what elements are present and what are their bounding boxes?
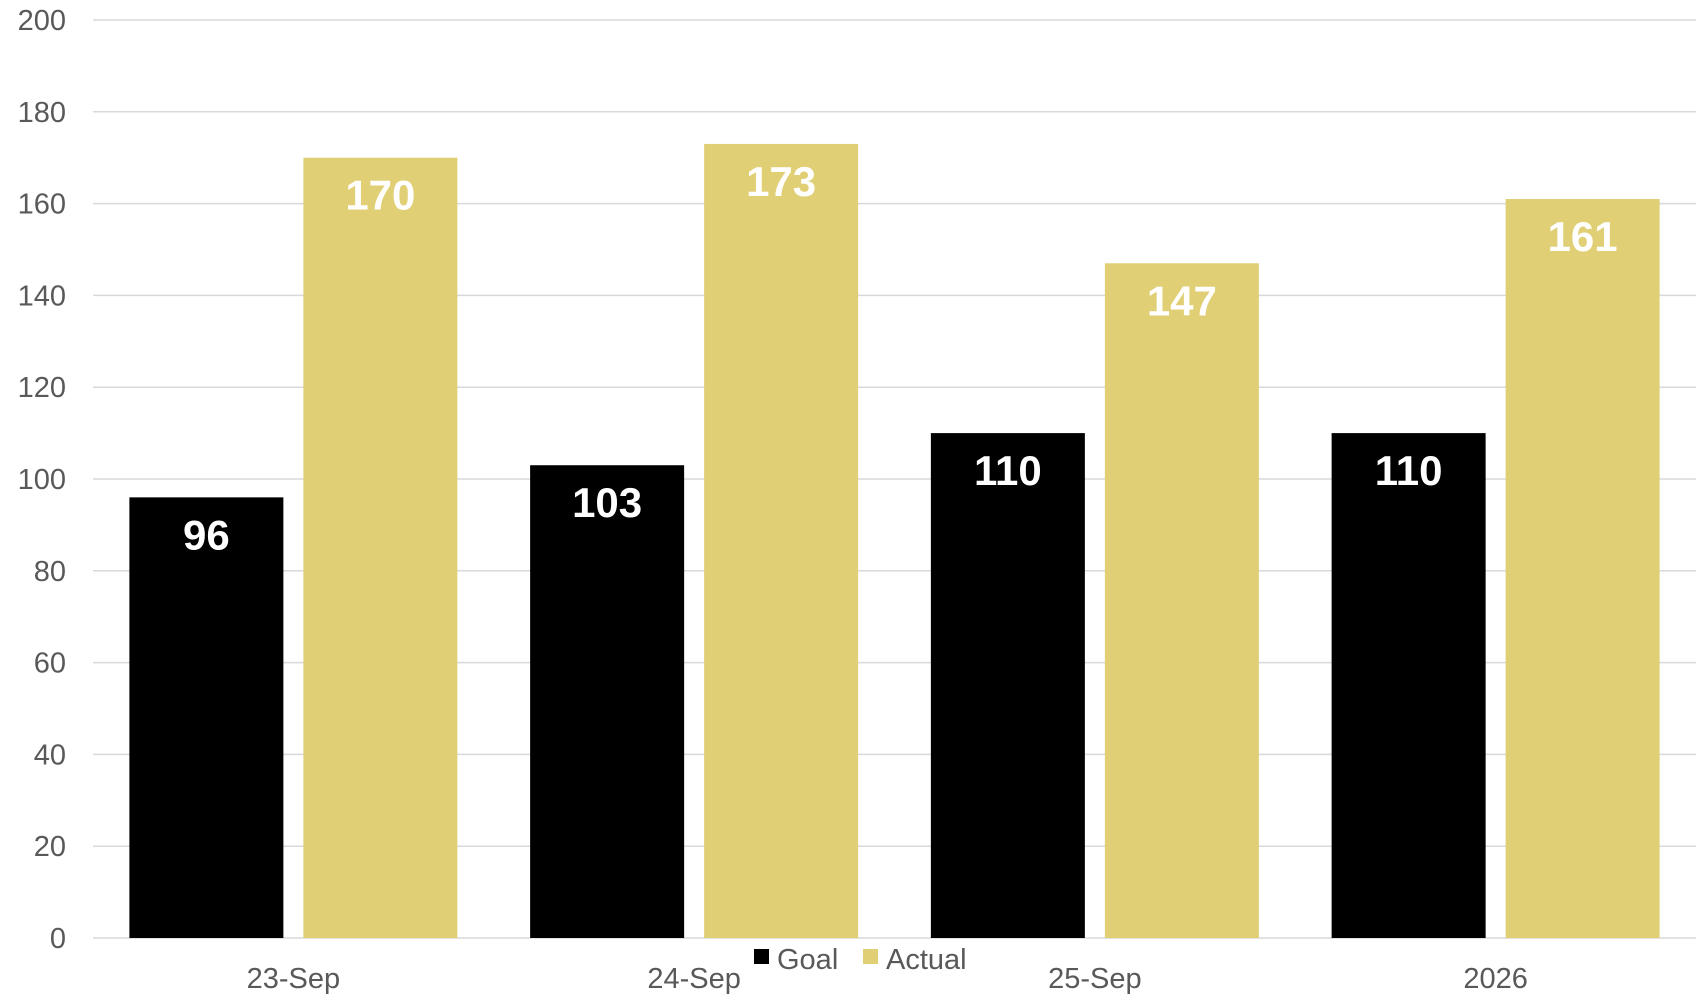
bar-actual-0 (303, 158, 457, 938)
data-label: 170 (345, 172, 415, 219)
data-label: 161 (1548, 213, 1618, 260)
bar-goal-3 (1332, 433, 1486, 938)
bar-goal-2 (931, 433, 1085, 938)
legend: Goal Actual (754, 944, 967, 976)
x-tick-label: 23-Sep (247, 963, 341, 995)
data-label: 110 (1375, 447, 1443, 494)
y-tick-label: 60 (34, 648, 66, 680)
bar-actual-3 (1506, 199, 1660, 938)
data-label: 96 (183, 511, 230, 558)
y-tick-label: 140 (18, 280, 66, 312)
data-label: 110 (974, 447, 1042, 494)
y-tick-label: 180 (18, 97, 66, 129)
x-tick-label: 2026 (1463, 963, 1528, 995)
y-tick-label: 120 (18, 372, 66, 404)
y-tick-label: 80 (34, 556, 66, 588)
legend-swatch-goal (754, 949, 769, 964)
y-tick-label: 100 (18, 464, 66, 496)
y-tick-label: 160 (18, 189, 66, 221)
y-tick-label: 40 (34, 739, 66, 771)
bar-actual-1 (704, 144, 858, 938)
legend-label-goal: Goal (777, 944, 838, 976)
bar-goal-0 (129, 497, 283, 938)
x-tick-label: 25-Sep (1048, 963, 1142, 995)
y-tick-label: 20 (34, 831, 66, 863)
data-label: 147 (1147, 277, 1217, 324)
data-label: 103 (572, 479, 642, 526)
y-tick-label: 0 (50, 923, 66, 955)
bar-goal-1 (530, 465, 684, 938)
legend-label-actual: Actual (886, 944, 967, 976)
legend-swatch-actual (863, 949, 878, 964)
y-tick-label: 200 (18, 5, 66, 37)
bar-actual-2 (1105, 263, 1259, 938)
y-axis-ticks: 0 20 40 60 80 100 120 140 160 180 200 (18, 5, 66, 955)
bars (129, 144, 1659, 938)
data-label: 173 (746, 158, 816, 205)
x-tick-label: 24-Sep (647, 963, 741, 995)
